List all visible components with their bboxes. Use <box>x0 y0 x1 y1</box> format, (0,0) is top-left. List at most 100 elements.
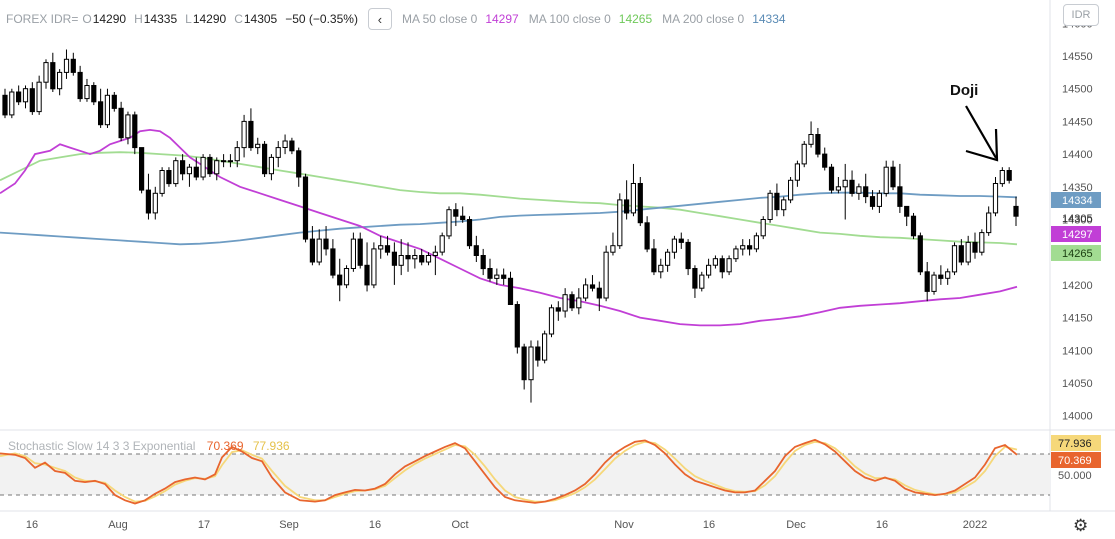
candle-body <box>849 179 855 194</box>
candle-body <box>958 245 964 263</box>
candle-body <box>487 268 493 279</box>
candle-body <box>70 58 76 73</box>
price-label-text: 14305 <box>1062 213 1093 225</box>
candle-body <box>924 271 930 292</box>
currency-button[interactable]: IDR <box>1063 4 1099 26</box>
candle-body <box>910 215 917 237</box>
candle <box>282 134 288 155</box>
candle <box>405 242 411 272</box>
candle-body <box>658 264 664 273</box>
candle <box>57 69 63 96</box>
candle <box>801 141 807 168</box>
y-tick-label: 14100 <box>1062 345 1093 357</box>
candle-body <box>111 94 117 109</box>
candle-body <box>425 255 432 263</box>
y-tick-label: 14000 <box>1062 411 1093 423</box>
candle-body <box>275 147 281 158</box>
candle <box>139 147 145 194</box>
x-axis-ticks: 16 Aug 17 Sep 16 Oct Nov 16 Dec 16 2022 <box>26 519 987 531</box>
candle-body <box>897 186 903 207</box>
y-tick-label: 14050 <box>1062 378 1093 390</box>
ma200-label: MA 200 close 0 <box>662 12 745 26</box>
candle <box>330 239 336 279</box>
candle-body <box>589 284 596 289</box>
candle-body <box>227 160 234 163</box>
candle-body <box>309 238 315 263</box>
candle-body <box>145 189 152 214</box>
candle-body <box>391 251 397 266</box>
candle <box>227 154 234 168</box>
candle-body <box>651 248 657 273</box>
candle <box>569 291 575 312</box>
candle-body <box>671 238 677 253</box>
candle <box>747 239 753 256</box>
y-tick-label: 14400 <box>1062 149 1093 161</box>
x-tick-label: 16 <box>703 519 715 531</box>
gear-icon[interactable]: ⚙ <box>1073 516 1089 535</box>
candle <box>275 141 281 168</box>
candle <box>726 255 732 276</box>
candle <box>576 288 582 315</box>
candle-body <box>460 215 466 220</box>
candle <box>712 255 718 269</box>
candle <box>398 239 404 276</box>
candle <box>91 82 97 106</box>
candle-body <box>357 238 363 266</box>
candle-body <box>548 307 555 335</box>
candle <box>719 255 725 279</box>
candle <box>521 343 527 390</box>
candle-body <box>9 91 15 116</box>
candle <box>869 190 876 210</box>
stochastic-legend: Stochastic Slow 14 3 3 Exponential 70.36… <box>8 439 290 453</box>
candle <box>343 265 350 289</box>
candle <box>917 232 923 276</box>
candle-body <box>733 248 739 260</box>
candle-body <box>91 85 97 103</box>
x-tick-label: 16 <box>26 519 38 531</box>
stochastic-band <box>0 454 1050 495</box>
candle-body <box>166 170 172 185</box>
candle <box>965 235 971 266</box>
candle-body <box>22 88 29 103</box>
candle <box>665 248 671 272</box>
candle-body <box>412 255 418 260</box>
candle <box>70 52 76 76</box>
candle <box>876 190 882 213</box>
x-tick-label: 2022 <box>963 519 987 531</box>
candle <box>535 340 541 367</box>
candle <box>945 268 951 285</box>
candle-body <box>180 160 186 175</box>
price-label-bg <box>1051 226 1101 242</box>
candle-body <box>992 183 999 214</box>
candle-body <box>781 199 787 211</box>
x-tick-label: 16 <box>876 519 888 531</box>
stoch-k-label-bg <box>1051 452 1101 468</box>
candle-body <box>883 166 889 194</box>
candle-body <box>268 156 274 175</box>
candle <box>740 239 746 256</box>
candle <box>84 78 90 102</box>
candle <box>425 252 432 266</box>
candle-body <box>822 153 828 168</box>
candle-body <box>50 62 56 90</box>
candle-body <box>302 176 309 240</box>
candle <box>77 65 83 102</box>
y-tick-label: 14350 <box>1062 182 1093 194</box>
candle-body <box>828 166 835 191</box>
candle <box>890 160 896 191</box>
candle <box>548 304 555 338</box>
candle-body <box>248 120 254 149</box>
candle-body <box>132 114 138 149</box>
candle-body <box>562 294 568 312</box>
ma50-value: 14297 <box>485 12 519 26</box>
candle-body <box>521 346 527 381</box>
candle <box>610 232 616 256</box>
candle-body <box>289 140 295 152</box>
candle <box>214 157 220 181</box>
candle <box>794 160 800 187</box>
candle-body <box>904 205 910 217</box>
candle <box>507 271 514 305</box>
collapse-legend-button[interactable]: ‹ <box>367 8 392 30</box>
